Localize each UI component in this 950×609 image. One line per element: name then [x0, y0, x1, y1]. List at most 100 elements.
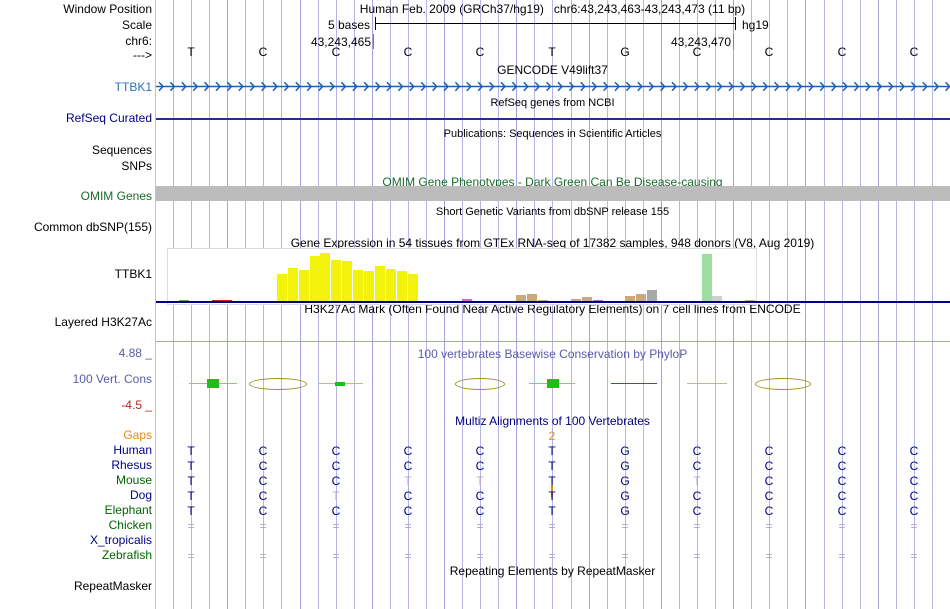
gap-mark[interactable]: 2 [548, 429, 556, 443]
alignment-base: C [837, 444, 847, 458]
track-label-snps[interactable]: SNPs [121, 159, 152, 173]
track-label-x-tropicalis[interactable]: X_tropicalis [89, 533, 152, 547]
omim-genes-band[interactable] [155, 186, 950, 201]
alignment-base: C [403, 504, 413, 518]
alignment-base: = [765, 519, 773, 533]
track-label-ttbk1-gtex[interactable]: TTBK1 [114, 267, 152, 281]
gtex-tissue-bar[interactable] [375, 266, 385, 302]
alignment-base: C [764, 444, 774, 458]
track-label-elephant[interactable]: Elephant [104, 503, 152, 517]
alignment-base: C [692, 489, 702, 503]
gtex-tissue-bar[interactable] [397, 271, 407, 302]
track-label-ttbk1-gencode[interactable]: TTBK1 [114, 80, 152, 94]
gtex-tissue-bar[interactable] [299, 270, 309, 302]
track-label-repeatmasker[interactable]: RepeatMasker [73, 579, 152, 593]
track-label-sequences[interactable]: Sequences [91, 143, 152, 157]
track-label-omim-genes[interactable]: OMIM Genes [80, 189, 152, 203]
gtex-tissue-bar[interactable] [516, 295, 526, 302]
conservation-line[interactable] [687, 383, 727, 384]
gtex-tissue-bar[interactable] [625, 296, 635, 302]
ruler-base: C [403, 45, 413, 59]
alignment-base: C [475, 504, 485, 518]
track-label-chrom[interactable]: chr6: [125, 34, 152, 48]
ruler-base: C [764, 45, 774, 59]
track-label-rhesus[interactable]: Rhesus [111, 458, 152, 472]
alignment-base: C [764, 474, 774, 488]
gtex-tissue-bar[interactable] [462, 299, 472, 302]
alignment-base: T [187, 444, 195, 458]
alignment-row-chicken[interactable]: = = = = = = = = = = = [155, 519, 950, 533]
gtex-tissue-bar[interactable] [310, 256, 320, 302]
assembly-db-label: hg19 [742, 18, 769, 32]
gtex-tissue-bar[interactable] [288, 268, 298, 302]
gtex-tissue-bar[interactable] [712, 296, 722, 302]
track-label-scale[interactable]: Scale [121, 18, 152, 32]
ruler-tick-0 [373, 34, 374, 49]
gtex-tissue-bar[interactable] [582, 297, 592, 302]
track-label-cons-min[interactable]: -4.5 _ [121, 398, 152, 412]
alignment-base: C [258, 459, 268, 473]
alignment-base: T [187, 489, 195, 503]
alignment-base: C [258, 444, 268, 458]
track-label-dog[interactable]: Dog [129, 488, 152, 502]
gtex-tissue-bar[interactable] [331, 260, 341, 302]
conservation-lens[interactable] [455, 378, 505, 390]
alignment-base: C [258, 504, 268, 518]
track-label-common-dbsnp[interactable]: Common dbSNP(155) [33, 220, 152, 234]
alignment-row-zebrafish[interactable]: = = = = = = = = = = = [155, 549, 950, 563]
track-label-cons-track[interactable]: 100 Vert. Cons [72, 372, 152, 386]
conservation-block[interactable] [547, 379, 559, 388]
gtex-tissue-bar[interactable] [571, 299, 581, 302]
gtex-tissue-bar[interactable] [702, 254, 712, 302]
alignment-row-x_tropicalis[interactable] [155, 534, 950, 548]
conservation-line[interactable] [611, 383, 657, 384]
track-label-strand[interactable]: ---> [133, 48, 152, 62]
ruler-base: C [258, 45, 268, 59]
alignment-base: = [259, 549, 267, 563]
ruler-base: T [187, 45, 195, 59]
gtex-tissue-bar[interactable] [342, 261, 352, 302]
alignment-base: = [476, 519, 484, 533]
track-label-human[interactable]: Human [113, 443, 152, 457]
refseq-curated-feature-line[interactable] [155, 118, 950, 120]
ruler-base: C [475, 45, 485, 59]
gtex-tissue-bar[interactable] [527, 294, 537, 302]
track-label-cons-max[interactable]: 4.88 _ [118, 346, 152, 360]
gencode-ttbk1-transcript-arrows[interactable] [155, 80, 950, 93]
conservation-lens[interactable] [249, 378, 307, 390]
track-label-zebrafish[interactable]: Zebrafish [101, 548, 152, 562]
conservation-lens[interactable] [755, 378, 811, 390]
track-title-publications: Publications: Sequences in Scientific Ar… [443, 128, 662, 140]
conservation-block[interactable] [335, 382, 345, 386]
conservation-marks [155, 0, 950, 609]
alignment-base: C [475, 489, 485, 503]
alignment-base: = [621, 549, 629, 563]
track-label-gaps[interactable]: Gaps [123, 428, 152, 442]
gtex-tissue-bar[interactable] [647, 290, 657, 302]
alignment-base: C [331, 474, 341, 488]
track-label-layered-h3k27ac[interactable]: Layered H3K27Ac [54, 315, 152, 329]
gtex-tissue-bar[interactable] [320, 253, 330, 302]
gtex-tissue-bar[interactable] [277, 274, 287, 302]
gtex-tissue-bar[interactable] [353, 270, 363, 302]
gtex-chart-box[interactable] [167, 248, 757, 305]
gtex-tissue-bar[interactable] [636, 294, 646, 302]
track-label-chicken[interactable]: Chicken [108, 518, 152, 532]
conservation-block[interactable] [207, 379, 219, 388]
gtex-tissue-bar[interactable] [408, 274, 418, 302]
alignment-base: T [693, 474, 701, 488]
track-label-window-position[interactable]: Window Position [63, 2, 152, 16]
track-label-mouse[interactable]: Mouse [115, 473, 152, 487]
gtex-tissue-bar[interactable] [364, 271, 374, 302]
track-label-refseq-curated[interactable]: RefSeq Curated [65, 111, 152, 125]
alignment-insert-mark[interactable] [551, 485, 553, 497]
ruler-tick-1 [733, 34, 734, 49]
alignment-base: C [764, 489, 774, 503]
gtex-tissue-bar[interactable] [386, 269, 396, 302]
ruler-coord-0: 43,243,465 [310, 35, 371, 49]
